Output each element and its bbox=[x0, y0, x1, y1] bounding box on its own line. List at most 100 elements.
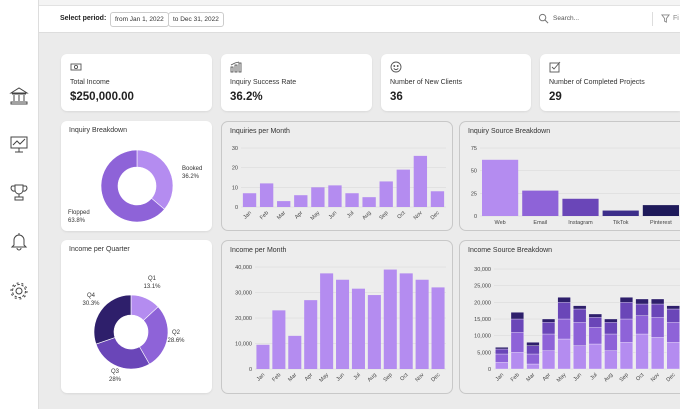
bar-segment-1 bbox=[542, 350, 556, 370]
date-to-field[interactable]: to Dec 31, 2022 bbox=[168, 12, 224, 27]
x-tick-label: Pinterest bbox=[650, 220, 672, 226]
bar bbox=[304, 300, 318, 369]
kpi-value: $250,000.00 bbox=[70, 91, 134, 103]
y-tick-label: 0 bbox=[235, 205, 238, 211]
bar-segment-1 bbox=[666, 342, 680, 370]
bar bbox=[562, 198, 599, 216]
x-tick-label: Dec bbox=[430, 210, 441, 221]
bar-segment-1 bbox=[635, 333, 649, 370]
presentation-icon[interactable] bbox=[9, 134, 29, 154]
bar-segment-1 bbox=[604, 350, 618, 370]
bar bbox=[345, 193, 359, 207]
chart-title: Inquiries per Month bbox=[230, 128, 290, 135]
kpi-value: 36 bbox=[390, 91, 403, 103]
slice-name-label: Booked bbox=[182, 166, 202, 172]
bar bbox=[431, 287, 445, 369]
y-tick-label: 30 bbox=[232, 146, 238, 152]
x-tick-label: Aug bbox=[603, 372, 614, 383]
bell-icon[interactable] bbox=[9, 231, 29, 251]
income-per-month-card: Income per Month 0 10,000 20,000 30,000 40,0… bbox=[221, 240, 453, 394]
y-tick-label: 20,000 bbox=[474, 300, 491, 306]
bar-segment-1 bbox=[619, 342, 633, 370]
x-tick-label: Apr bbox=[542, 372, 552, 382]
kpi-value: 29 bbox=[549, 91, 562, 103]
bar bbox=[482, 159, 519, 216]
kpi-inquiry-success-rate: Inquiry Success Rate 36.2% bbox=[221, 54, 372, 111]
x-tick-label: Dec bbox=[430, 372, 441, 383]
y-tick-label: 40,000 bbox=[235, 265, 252, 271]
slice-value-label: 28.6% bbox=[167, 338, 185, 344]
pie-slice-booked bbox=[136, 149, 174, 210]
y-tick-label: 25,000 bbox=[474, 284, 491, 290]
bar-segment-2 bbox=[557, 318, 571, 340]
bar bbox=[272, 310, 286, 369]
y-tick-label: 50 bbox=[471, 169, 477, 175]
gear-icon[interactable] bbox=[9, 281, 29, 301]
bar bbox=[294, 195, 308, 207]
x-tick-label: TikTok bbox=[613, 220, 629, 226]
bar-segment-3 bbox=[651, 303, 665, 318]
filter-label: Fi bbox=[673, 15, 679, 22]
pie-slice-flopped bbox=[100, 149, 165, 223]
income-per-quarter-chart: Q1 13.1% Q2 28.6% Q3 28% Q4 30.3% bbox=[82, 276, 185, 383]
pie-slice-q3 bbox=[95, 337, 150, 370]
bar bbox=[362, 197, 376, 207]
pie-slice-q4 bbox=[93, 294, 132, 345]
x-tick-label: Jul bbox=[346, 210, 355, 219]
bar bbox=[336, 279, 350, 369]
filter-button[interactable]: Fi bbox=[652, 12, 680, 26]
bar bbox=[399, 273, 413, 369]
bar-segment-4 bbox=[526, 342, 540, 346]
x-tick-label: Sep bbox=[378, 210, 389, 221]
bar-segment-3 bbox=[526, 345, 540, 355]
bar-segment-1 bbox=[588, 343, 602, 370]
bar-segment-4 bbox=[510, 312, 524, 320]
y-tick-label: 75 bbox=[471, 146, 477, 152]
y-tick-label: 0 bbox=[249, 367, 252, 373]
x-tick-label: Oct bbox=[396, 210, 407, 221]
bar-segment-2 bbox=[510, 332, 524, 353]
bar-segment-2 bbox=[573, 322, 587, 346]
bar-segment-1 bbox=[651, 337, 665, 370]
slice-name-label: Q4 bbox=[87, 293, 96, 299]
x-tick-label: Apr bbox=[294, 210, 304, 220]
kpi-label: Total Income bbox=[70, 79, 110, 86]
bar-segment-3 bbox=[588, 317, 602, 328]
inquiry-source-chart: 0 25 50 75 Web Email Instagram TikTok Pinterest bbox=[471, 146, 680, 226]
bank-icon[interactable] bbox=[9, 86, 29, 106]
search-input[interactable]: Search... bbox=[538, 12, 638, 26]
x-tick-label: May bbox=[556, 372, 568, 384]
x-tick-label: Nov bbox=[414, 372, 425, 383]
bar-segment-3 bbox=[666, 308, 680, 323]
bar bbox=[367, 295, 381, 369]
pie-slice-q2 bbox=[139, 306, 169, 365]
kpi-new-clients: Number of New Clients 36 bbox=[381, 54, 531, 111]
bar bbox=[242, 193, 257, 207]
slice-name-label: Q2 bbox=[172, 330, 181, 336]
kpi-completed-projects: Number of Completed Projects 29 bbox=[540, 54, 680, 111]
y-tick-label: 10,000 bbox=[235, 342, 252, 348]
bar-segment-1 bbox=[526, 363, 540, 370]
smiley-icon bbox=[390, 60, 402, 73]
checkbox-icon bbox=[549, 60, 561, 73]
slice-value-label: 30.3% bbox=[82, 301, 100, 307]
y-tick-label: 25 bbox=[471, 191, 477, 197]
chart-title: Income Source Breakdown bbox=[468, 247, 553, 254]
bar-segment-3 bbox=[619, 302, 633, 320]
trophy-icon[interactable] bbox=[9, 182, 29, 202]
top-bar-strip bbox=[39, 0, 680, 6]
date-from-field[interactable]: from Jan 1, 2022 bbox=[110, 12, 169, 27]
bar-segment-4 bbox=[588, 313, 602, 318]
kpi-label: Inquiry Success Rate bbox=[230, 79, 297, 86]
x-tick-label: Web bbox=[494, 220, 505, 226]
bar-segment-2 bbox=[666, 322, 680, 343]
bar-segment-1 bbox=[573, 345, 587, 370]
x-tick-label: Aug bbox=[361, 210, 372, 221]
bar bbox=[277, 201, 291, 207]
x-tick-label: May bbox=[318, 372, 330, 384]
x-tick-label: May bbox=[310, 210, 322, 222]
bar bbox=[413, 155, 428, 207]
x-tick-label: Nov bbox=[650, 372, 661, 383]
bar-segment-2 bbox=[526, 353, 540, 365]
x-tick-label: Mar bbox=[276, 210, 287, 221]
